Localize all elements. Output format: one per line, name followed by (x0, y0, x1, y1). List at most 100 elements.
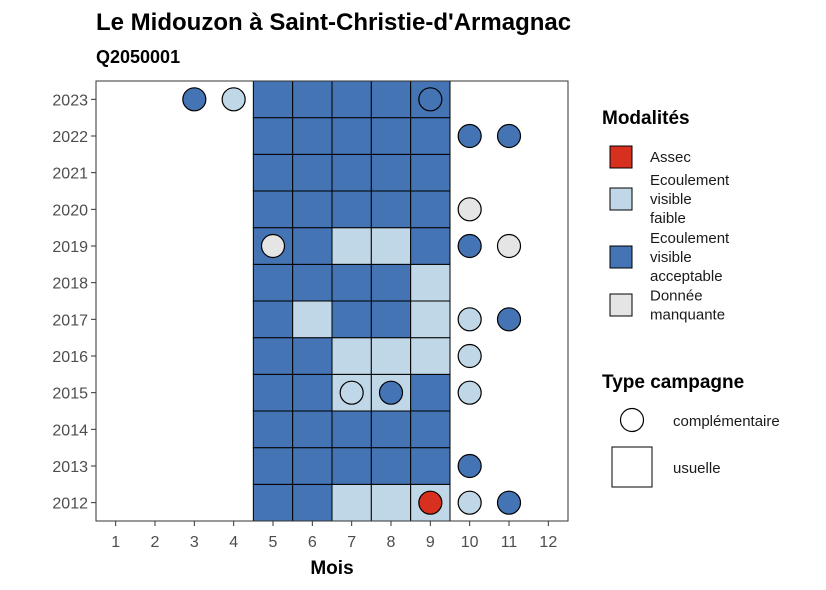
heatmap-cell (410, 263, 451, 302)
heatmap-cell (252, 410, 294, 449)
x-tick-label: 7 (347, 534, 356, 551)
heatmap-cell (410, 447, 451, 485)
legend-swatch (609, 293, 633, 317)
complementaire-points (182, 87, 522, 515)
legend-circle-icon (619, 407, 645, 433)
legend-title-campagne: Type campagne (602, 372, 744, 393)
x-tick-label: 6 (308, 534, 317, 551)
y-tick-label: 2016 (52, 349, 88, 366)
heatmap-cell (370, 447, 412, 485)
usuelle-cells (252, 80, 451, 522)
data-point (457, 380, 482, 405)
y-tick-label: 2014 (52, 422, 88, 439)
heatmap-cell (370, 153, 412, 192)
data-point (457, 233, 482, 259)
legend-campagne: complémentaire usuelle (611, 407, 780, 488)
heatmap-cell (292, 483, 333, 522)
heatmap-cell (292, 410, 333, 449)
x-axis-title: Mois (310, 558, 353, 579)
legend-swatch (609, 145, 633, 169)
chart-subtitle: Q2050001 (96, 47, 180, 67)
heatmap-cell (331, 337, 372, 375)
heatmap-cell (410, 337, 451, 375)
legend-label: Ecoulement visible acceptable (650, 230, 730, 285)
heatmap-cell (370, 190, 412, 229)
heatmap-cell (292, 80, 333, 119)
chart-title: Le Midouzon à Saint-Christie-d'Armagnac (96, 9, 571, 36)
y-tick-label: 2017 (52, 312, 88, 329)
data-point (457, 307, 482, 332)
legend-title-modalites: Modalités (602, 108, 690, 129)
heatmap-cell (292, 447, 333, 485)
legend-label: complémentaire (673, 413, 780, 430)
x-tick-label: 10 (461, 534, 479, 551)
data-point (457, 343, 482, 369)
x-tick-label: 1 (111, 534, 120, 551)
data-point (496, 307, 522, 332)
heatmap-cell (370, 300, 412, 339)
heatmap-cell (370, 227, 412, 265)
legend-swatch (609, 187, 633, 211)
data-point (221, 87, 246, 112)
heatmap-cell (292, 373, 333, 412)
data-point (182, 87, 207, 112)
x-tick-label: 9 (426, 534, 435, 551)
legend: Modalités Assec Ecoulement visible faibleEc… (602, 108, 780, 488)
legend-label: usuelle (673, 460, 721, 477)
heatmap-cell (331, 117, 372, 155)
heatmap-cell (370, 80, 412, 119)
heatmap-cell (370, 263, 412, 302)
heatmap-cell (331, 300, 372, 339)
x-tick-label: 5 (269, 534, 278, 551)
heatmap-cell (292, 117, 333, 155)
heatmap-cell (331, 410, 372, 449)
data-point (496, 233, 522, 259)
legend-swatch (609, 245, 633, 269)
data-point (457, 453, 482, 479)
heatmap-cell (331, 447, 372, 485)
data-point (378, 380, 404, 405)
heatmap-cell (410, 117, 451, 155)
heatmap-cell (292, 337, 333, 375)
x-axis: 1 2 3 4 5 6 7 8 9 10 11 12 (111, 521, 557, 551)
heatmap-cell (252, 117, 294, 155)
legend-label: Donnée manquante (650, 288, 725, 324)
data-point (457, 197, 482, 222)
data-point (418, 87, 443, 112)
data-point (418, 490, 443, 515)
data-point (260, 233, 286, 259)
x-tick-label: 2 (151, 534, 160, 551)
heatmap-cell (370, 410, 412, 449)
x-tick-label: 4 (229, 534, 238, 551)
y-tick-label: 2020 (52, 202, 88, 219)
plot-border (95, 80, 569, 522)
heatmap-cell (331, 80, 372, 119)
heatmap-cell (410, 153, 451, 192)
heatmap-cell (331, 227, 372, 265)
heatmap-cell (370, 117, 412, 155)
y-tick-label: 2018 (52, 276, 88, 293)
heatmap-cell (410, 373, 451, 412)
y-axis: 2012 2013 2014 2015 2016 2017 2018 2019 2020 2021… (52, 92, 96, 513)
data-point (339, 380, 364, 405)
heatmap-cell (252, 337, 294, 375)
heatmap-cell (331, 190, 372, 229)
heatmap-cell (252, 153, 294, 192)
legend-label: Ecoulement visible faible (650, 172, 730, 227)
y-tick-label: 2021 (52, 166, 88, 183)
heatmap-cell (252, 190, 294, 229)
legend-label: Assec (650, 149, 691, 166)
heatmap-cell (370, 483, 412, 522)
x-tick-label: 8 (387, 534, 396, 551)
heatmap-cell (252, 300, 294, 339)
y-tick-label: 2012 (52, 496, 88, 513)
y-tick-label: 2019 (52, 239, 88, 256)
data-point (496, 123, 522, 149)
heatmap-cell (252, 80, 294, 119)
heatmap-cell (370, 337, 412, 375)
data-point (457, 123, 482, 149)
heatmap-cell (292, 190, 333, 229)
x-tick-label: 11 (501, 534, 518, 551)
